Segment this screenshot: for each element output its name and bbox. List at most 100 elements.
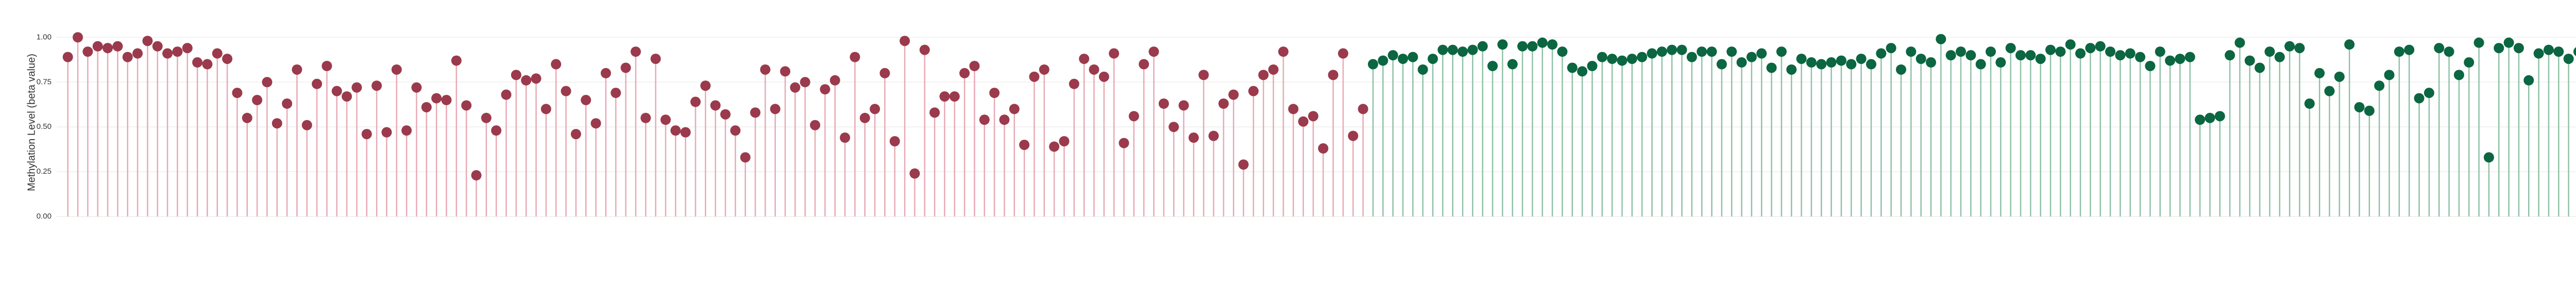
dot bbox=[2364, 105, 2375, 116]
dot bbox=[162, 48, 173, 59]
dot bbox=[2015, 50, 2026, 61]
dot bbox=[840, 132, 851, 143]
dot bbox=[212, 48, 223, 59]
dot bbox=[471, 170, 482, 181]
dot bbox=[969, 61, 980, 71]
dot bbox=[2025, 50, 2036, 61]
dot bbox=[342, 91, 352, 102]
dot bbox=[1965, 50, 1976, 61]
dot bbox=[600, 68, 611, 78]
dot bbox=[2135, 52, 2146, 62]
dot bbox=[1019, 139, 1030, 150]
dot bbox=[640, 112, 651, 123]
dot bbox=[760, 64, 771, 75]
dot bbox=[1009, 104, 1020, 114]
dot bbox=[1906, 46, 1917, 57]
dot bbox=[1069, 78, 1079, 89]
dot bbox=[2533, 48, 2544, 59]
dot bbox=[1338, 48, 1348, 59]
dot bbox=[1626, 54, 1637, 64]
dot bbox=[1587, 61, 1598, 71]
dot bbox=[381, 127, 392, 138]
y-tick-label: 0.00 bbox=[37, 212, 52, 221]
dot bbox=[1029, 71, 1040, 82]
dot bbox=[1895, 64, 1906, 75]
dot bbox=[2344, 39, 2355, 50]
dot bbox=[2055, 46, 2066, 57]
dot bbox=[1836, 55, 1846, 66]
dot bbox=[2563, 54, 2574, 64]
y-axis-label: Methylation Level (beta value) bbox=[26, 54, 37, 191]
dot bbox=[1647, 48, 1657, 59]
dot bbox=[202, 59, 213, 70]
dot bbox=[142, 36, 153, 46]
dot bbox=[999, 114, 1010, 125]
dot bbox=[2284, 41, 2295, 52]
dot bbox=[1387, 50, 1398, 61]
dot bbox=[2125, 48, 2136, 59]
dot bbox=[451, 55, 462, 66]
dot bbox=[1716, 59, 1727, 70]
dot bbox=[1856, 54, 1867, 64]
dot bbox=[2085, 43, 2096, 54]
dot bbox=[1806, 57, 1817, 68]
dot bbox=[2414, 93, 2425, 104]
dot bbox=[1218, 98, 1229, 109]
dot bbox=[1109, 48, 1120, 59]
dot bbox=[870, 104, 880, 114]
dot bbox=[1447, 44, 1458, 55]
dot bbox=[2005, 43, 2016, 54]
dot bbox=[2184, 52, 2195, 62]
dot bbox=[1248, 86, 1259, 96]
dot bbox=[2553, 46, 2564, 57]
dot bbox=[1128, 111, 1139, 122]
dot bbox=[2354, 102, 2365, 112]
dot bbox=[1258, 70, 1269, 80]
dot bbox=[1766, 62, 1777, 73]
dot bbox=[1358, 104, 1368, 114]
dot bbox=[182, 43, 193, 54]
y-tick-label: 0.75 bbox=[37, 77, 52, 86]
dot bbox=[979, 114, 990, 125]
dot bbox=[680, 127, 691, 138]
dot bbox=[1398, 54, 1409, 64]
dot bbox=[2494, 43, 2504, 54]
dot bbox=[2045, 44, 2056, 55]
dot bbox=[103, 43, 113, 54]
dot bbox=[501, 89, 512, 100]
dot bbox=[1527, 41, 1538, 52]
dot bbox=[361, 129, 372, 140]
dot bbox=[1756, 48, 1767, 59]
dot bbox=[1607, 54, 1618, 64]
dot bbox=[1477, 41, 1488, 52]
dot bbox=[1995, 57, 2006, 68]
dot bbox=[2165, 55, 2176, 66]
dot bbox=[1656, 46, 1667, 57]
dot bbox=[1059, 136, 1070, 146]
dot bbox=[780, 66, 791, 77]
dot bbox=[1148, 46, 1159, 57]
dot bbox=[1348, 130, 1359, 141]
dot bbox=[2264, 46, 2275, 57]
dot bbox=[1079, 54, 1090, 64]
dot bbox=[2384, 70, 2395, 80]
dot bbox=[2513, 43, 2524, 54]
dot bbox=[2324, 86, 2335, 96]
dot bbox=[620, 62, 631, 73]
dot bbox=[511, 70, 521, 80]
dot bbox=[2453, 70, 2464, 80]
y-tick-label: 1.00 bbox=[37, 32, 52, 41]
dot bbox=[461, 100, 472, 111]
dot bbox=[2255, 62, 2265, 73]
dot bbox=[1925, 57, 1936, 68]
dot bbox=[1936, 34, 1946, 44]
dot bbox=[1458, 46, 1468, 57]
dot bbox=[879, 68, 890, 78]
dot bbox=[431, 93, 442, 104]
dot bbox=[611, 88, 621, 98]
dot bbox=[2234, 37, 2245, 48]
dot bbox=[1089, 64, 1099, 75]
dot bbox=[272, 118, 282, 129]
dot bbox=[1736, 57, 1747, 68]
dot bbox=[1517, 41, 1528, 52]
